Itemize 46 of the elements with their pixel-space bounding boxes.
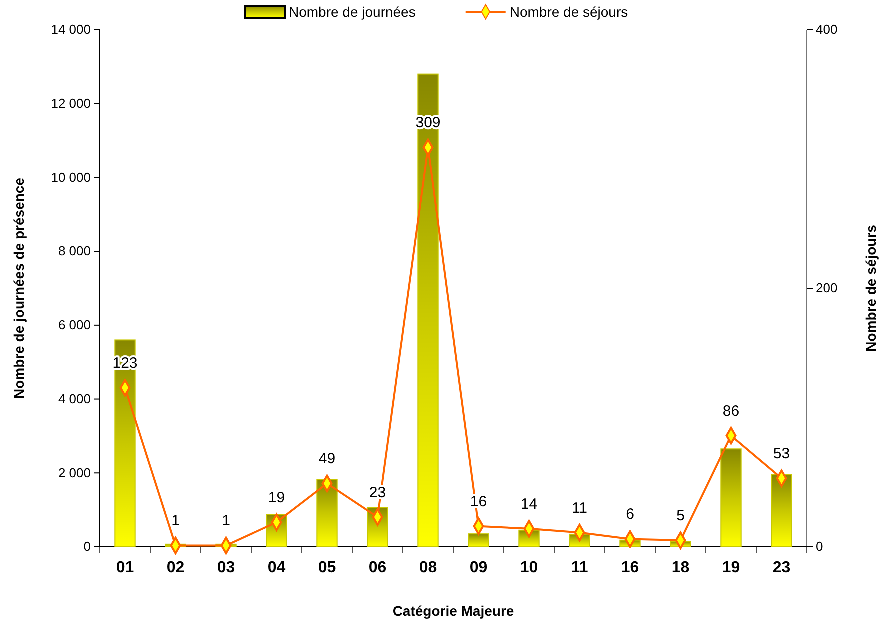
y2-tick-label: 0: [816, 539, 824, 554]
data-label: 49: [318, 450, 336, 468]
y2-tick-label: 400: [816, 22, 838, 38]
x-tick-label: 02: [166, 559, 185, 576]
bar: [771, 474, 792, 548]
data-label: 14: [520, 496, 538, 513]
y-tick-label: 14 000: [51, 22, 91, 38]
data-label: 19: [268, 489, 286, 506]
bar: [468, 534, 490, 548]
data-label: 6: [626, 506, 634, 524]
x-tick-label: 06: [368, 559, 387, 576]
x-axis-title: Catégorie Majeure: [392, 603, 514, 619]
legend-label: Nombre de séjours: [510, 4, 628, 20]
bar: [316, 479, 338, 548]
y2-axis-title: Nombre de séjours: [863, 224, 879, 352]
x-tick-label: 09: [470, 559, 488, 576]
x-tick-label: 16: [621, 559, 640, 576]
y-tick-label: 2 000: [58, 465, 91, 480]
x-tick-label: 11: [571, 559, 588, 576]
data-label: 1: [222, 512, 230, 530]
x-tick-label: 05: [318, 559, 336, 576]
x-tick-label: 03: [217, 559, 236, 576]
y-tick-label: 0: [84, 539, 91, 554]
data-label: 1: [172, 512, 180, 530]
y2-tick-label: 200: [816, 280, 838, 296]
bar: [720, 448, 742, 548]
data-label: 53: [773, 445, 790, 462]
x-tick-label: 19: [722, 559, 740, 576]
x-tick-label: 10: [520, 559, 538, 576]
x-tick-label: 08: [419, 559, 438, 576]
legend-label: Nombre de journées: [289, 4, 416, 20]
bar: [418, 74, 439, 548]
x-tick-label: 01: [116, 559, 134, 576]
x-tick-label: 04: [268, 559, 286, 576]
y-tick-label: 4 000: [58, 391, 91, 406]
y-axis-title: Nombre de journées de présence: [11, 178, 27, 399]
bar: [114, 340, 136, 548]
x-tick-label: 18: [672, 559, 690, 576]
y-tick-label: 10 000: [51, 170, 91, 185]
y-tick-label: 8 000: [58, 244, 91, 259]
data-label: 5: [676, 508, 685, 525]
data-label: 11: [572, 500, 588, 517]
y-tick-label: 6 000: [58, 318, 91, 333]
y-tick-label: 12 000: [51, 96, 91, 112]
x-tick-label: 23: [772, 559, 791, 576]
data-label: 86: [722, 402, 740, 420]
